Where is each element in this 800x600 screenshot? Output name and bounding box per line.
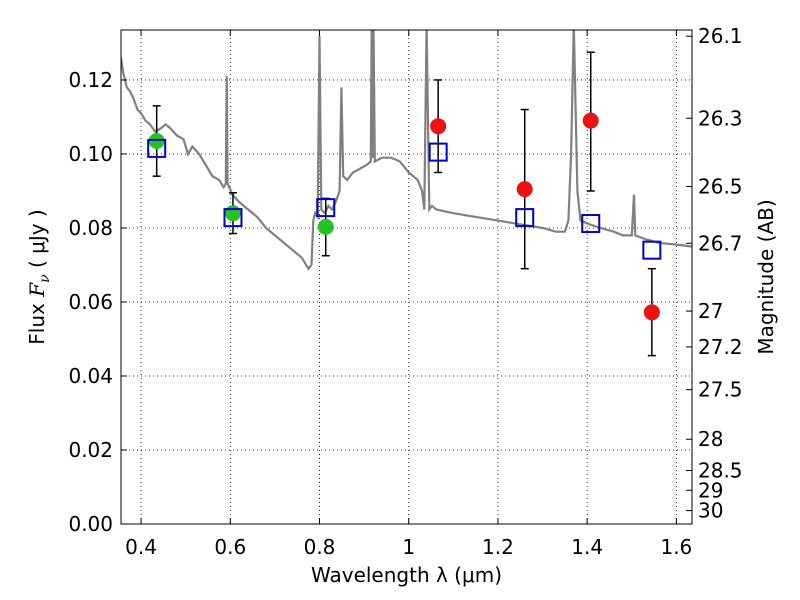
y-tick-label: 0.02 bbox=[68, 438, 113, 462]
x-axis-label: Wavelength λ (μm) bbox=[311, 563, 502, 587]
y-tick-label: 0.04 bbox=[68, 364, 113, 388]
blue-square-point bbox=[223, 208, 243, 228]
x-tick-label: 0.8 bbox=[304, 535, 336, 559]
y-tick-label: 0.12 bbox=[68, 68, 113, 92]
y2-tick-label: 27.5 bbox=[698, 378, 743, 402]
y2-tick-label: 29 bbox=[698, 478, 723, 502]
x-tick-label: 1.4 bbox=[571, 535, 603, 559]
x-tick-label: 1.2 bbox=[482, 535, 514, 559]
x-tick-label: 1 bbox=[402, 535, 415, 559]
y2-tick-label: 26.7 bbox=[698, 231, 743, 255]
y2-tick-label: 26.5 bbox=[698, 175, 743, 199]
blue-square-point bbox=[316, 198, 336, 218]
y2-tick-label: 28 bbox=[698, 427, 723, 451]
y2-tick-label: 26.1 bbox=[698, 24, 743, 48]
blue-square-point bbox=[515, 208, 535, 228]
y-tick-label: 0.10 bbox=[68, 142, 113, 166]
y2-tick-label: 30 bbox=[698, 499, 723, 523]
blue-square-point bbox=[428, 142, 448, 162]
y2-tick-label: 28.5 bbox=[698, 459, 743, 483]
errorbars bbox=[152, 51, 656, 357]
blue-square-point bbox=[147, 138, 167, 158]
y-axis-label: Flux Fν ( μJy ) bbox=[25, 209, 53, 344]
blue-square-point bbox=[581, 214, 601, 234]
y-tick-label: 0.08 bbox=[68, 216, 113, 240]
plot-area bbox=[121, 30, 692, 357]
plot-frame bbox=[120, 29, 693, 525]
x-tick-label: 0.6 bbox=[214, 535, 246, 559]
y2-axis-label: Magnitude (AB) bbox=[754, 199, 778, 354]
x-tick-label: 1.6 bbox=[660, 535, 692, 559]
grid-lines bbox=[121, 30, 692, 524]
green-point bbox=[317, 218, 334, 235]
y2-tick-label: 27 bbox=[698, 299, 723, 323]
data-markers bbox=[147, 112, 662, 321]
red-point bbox=[643, 304, 660, 321]
y-tick-label: 0.00 bbox=[68, 512, 113, 536]
y2-tick-label: 27.2 bbox=[698, 335, 743, 359]
red-point bbox=[582, 112, 599, 129]
green-point bbox=[148, 133, 165, 150]
y2-tick-label: 26.3 bbox=[698, 106, 743, 130]
model-spectrum-line bbox=[121, 30, 692, 271]
red-point bbox=[516, 181, 533, 198]
axis-ticks: 0.4 0.6 0.8 1 1.2 1.4 1.6 0.00 0.02 0.04 0.06 0.08 0… bbox=[68, 24, 742, 559]
y-tick-label: 0.06 bbox=[68, 290, 113, 314]
red-point bbox=[430, 118, 447, 135]
green-point bbox=[224, 205, 241, 222]
blue-square-point bbox=[642, 240, 662, 260]
x-tick-label: 0.4 bbox=[125, 535, 157, 559]
